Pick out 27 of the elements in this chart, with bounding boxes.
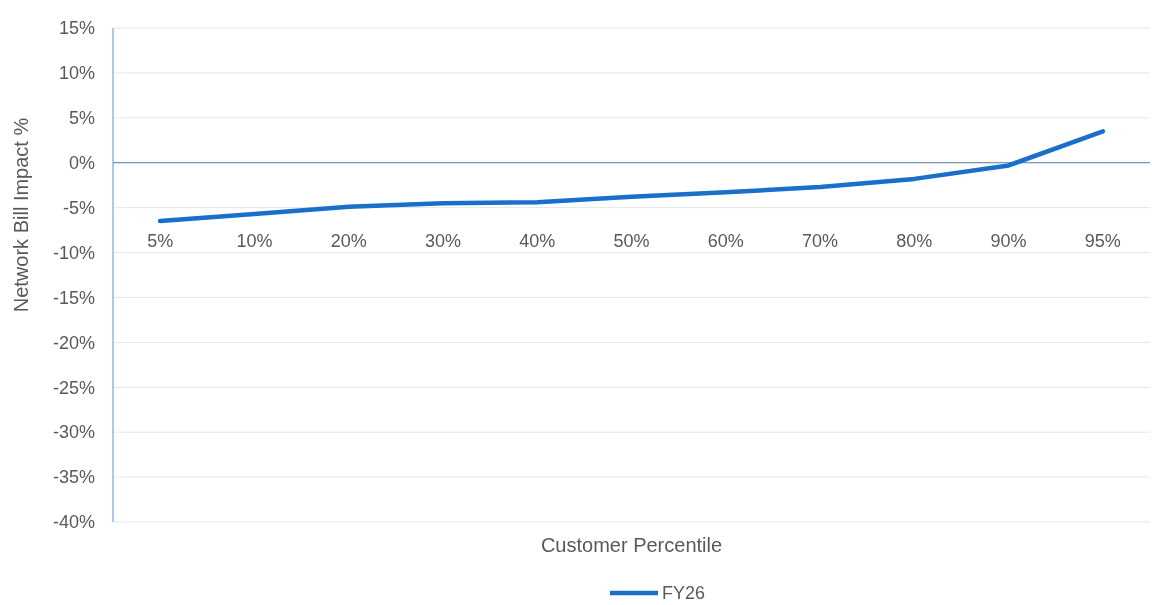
- y-tick-label: -35%: [52, 467, 95, 488]
- y-tick-label: -15%: [52, 287, 95, 308]
- x-tick-label: 60%: [707, 231, 744, 252]
- y-tick-label: -30%: [52, 422, 95, 443]
- x-tick-label: 95%: [1084, 231, 1121, 252]
- y-tick-label: -5%: [62, 197, 95, 218]
- y-tick-label: -20%: [52, 332, 95, 353]
- line-series: [157, 129, 1106, 224]
- y-axis-title: Network Bill Impact %: [10, 117, 32, 313]
- y-tick-label: -25%: [52, 377, 95, 398]
- x-axis-title: Customer Percentile: [540, 534, 723, 556]
- x-tick-label: 80%: [896, 231, 933, 252]
- x-tick-label: 90%: [990, 231, 1027, 252]
- y-tick-label: 5%: [68, 108, 95, 129]
- y-tick-label: 15%: [58, 18, 95, 39]
- y-tick-label: -10%: [52, 242, 95, 263]
- x-tick-label: 5%: [147, 231, 174, 252]
- x-tick-label: 40%: [519, 231, 556, 252]
- x-tick-label: 30%: [424, 231, 461, 252]
- x-tick-label: 50%: [613, 231, 650, 252]
- y-tick-label: 10%: [58, 63, 95, 84]
- legend-label: FY26: [662, 583, 706, 604]
- y-tick-label: -40%: [52, 512, 95, 533]
- x-tick-label: 70%: [802, 231, 839, 252]
- x-tick-label: 10%: [236, 231, 273, 252]
- y-tick-label: 0%: [68, 153, 95, 174]
- x-tick-label: 20%: [330, 231, 367, 252]
